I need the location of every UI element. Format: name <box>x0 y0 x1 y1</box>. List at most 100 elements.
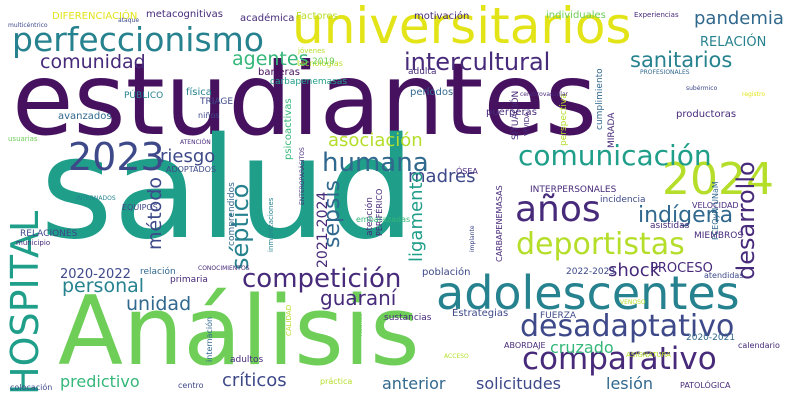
word-venoso: VENOSO <box>620 299 646 306</box>
word-madres: madres <box>408 166 476 187</box>
word-asistidas: asistidas <box>650 221 690 231</box>
word-2023: 2023 <box>68 135 165 179</box>
word-primaria: primaria <box>170 275 208 285</box>
word-incidencia: incidencia <box>600 195 646 205</box>
word-2022-2023: 2022-2023 <box>566 267 616 277</box>
word-atendidas: atendidas <box>704 271 744 280</box>
word-salud: salud <box>40 108 416 271</box>
word-indigena: indígena <box>638 203 734 228</box>
word-patologica: PATOLÓGICA <box>680 381 731 390</box>
word-asociacion: asociación <box>328 130 423 151</box>
word-comparativo: comparativo <box>522 341 717 377</box>
word-2021-2024: 2021-2024 <box>315 191 331 268</box>
word-fisica: física <box>186 87 212 98</box>
word-periodos: períodos <box>410 87 454 98</box>
word-miembros: MIEMBROS <box>694 231 744 241</box>
word-anos: años <box>515 189 601 230</box>
word-calidad: CALIDAD <box>285 304 293 336</box>
word-implante: implante <box>469 225 476 252</box>
word-academica: académica <box>240 13 295 24</box>
word-suberm: subérmico <box>686 85 718 92</box>
word-comunidad: comunidad <box>40 51 146 73</box>
word-publico: PÚBLICO <box>124 91 164 101</box>
word-fceqyn: FCEQyN-UNaM <box>711 181 720 240</box>
word-puerperas: puérperas <box>486 107 537 118</box>
word-pandemia: pandemia <box>694 8 784 29</box>
word-metodo: método <box>144 177 166 250</box>
word-adolescentes: adolescentes <box>436 266 740 320</box>
word-analisis: Análisis <box>58 277 420 387</box>
word-ligamento: ligamento <box>406 171 427 262</box>
word-ataque: ataque <box>118 17 140 24</box>
word-estrategias: Estrategias <box>452 308 509 319</box>
word-centro: centro <box>178 381 204 390</box>
word-embarazadas: embarazadas <box>356 215 411 224</box>
word-sustancias: sustancias <box>384 313 432 323</box>
word-unidad: unidad <box>126 293 192 315</box>
word-motivacion: motivación <box>414 11 470 22</box>
word-vivida: VÍVIDA <box>523 112 531 136</box>
word-interpersonales: INTERPERSONALES <box>530 185 617 195</box>
word-internados: INTERNADOS <box>76 195 116 202</box>
word-proceso: PROCESO <box>650 261 713 276</box>
word-relacion: relación <box>140 267 176 277</box>
word-anterior: anterior <box>382 374 446 393</box>
word-municipio: municipio <box>16 239 51 247</box>
word-asignatura: ASIGNATURA <box>626 351 671 359</box>
word-internacion: internación <box>205 316 214 362</box>
word-perfeccionismo: perfeccionismo <box>12 20 264 59</box>
word-psicoactivas: psicoactivas <box>283 98 294 160</box>
word-cerebrovascular: cerebrovascular <box>520 91 569 98</box>
word-cruzado: cruzado <box>550 338 614 357</box>
word-calendario: calendario <box>738 341 780 350</box>
word-registro: registro <box>742 91 765 98</box>
word-criticos: críticos <box>222 370 287 391</box>
word-adultos: adultos <box>230 355 264 365</box>
word-perspectiva: perspectiva <box>559 93 569 146</box>
word-riesgo: riesgo <box>160 146 216 167</box>
word-metacognitivas: metacognitivas <box>146 9 223 20</box>
word-desadaptativo: desadaptativo <box>520 309 735 344</box>
word-inmunizaciones: inmunizaciones <box>267 197 275 252</box>
word-enteroparasitos: ENTEROPARÁSITOS <box>299 147 306 205</box>
word-2019: 2019 <box>312 57 335 67</box>
word-desarrollo: desarrollo <box>732 161 760 280</box>
word-intercultural: intercultural <box>404 48 551 76</box>
word-carbapenemasas-upper: CARBAPENEMASAS <box>495 185 504 262</box>
word-velocidad: VELOCIDAD <box>692 201 739 210</box>
word-individuales: individuales <box>546 10 606 21</box>
word-adoptados: ADOPTADOS <box>166 165 217 174</box>
word-competicion: competición <box>242 264 402 294</box>
word-guarani: guaraní <box>320 286 397 310</box>
word-equipos: EQUIPOS <box>122 203 158 212</box>
word-ninos: niños <box>198 111 220 120</box>
word-2024: 2024 <box>662 154 774 205</box>
word-agentes: agentes <box>232 48 309 70</box>
word-adultos-cap: Adultos <box>357 313 364 336</box>
word-carbapenemasas: carbapenemasas <box>270 77 348 87</box>
word-conocimientos: CONOCIMIENTOS <box>198 265 250 272</box>
word-cumplimiento: cumplimiento <box>595 68 605 130</box>
word-2020-2021: 2020-2021 <box>686 333 736 343</box>
word-shock: shock <box>608 260 661 281</box>
word-deportistas: deportistas <box>516 227 685 262</box>
word-atencion-upper: ATENCIÓN <box>180 139 211 146</box>
word-factores: Factores <box>296 11 338 22</box>
word-abordaje: ABORDAJE <box>504 341 546 350</box>
word-mirada: MIRADA <box>607 112 617 148</box>
word-relacion-upper: RELACIÓN <box>700 35 767 50</box>
word-profesionales: PROFESIONALES <box>640 69 690 76</box>
word-tecnologias: tecnologías <box>297 59 343 68</box>
word-usuarias: usuarias <box>8 135 38 143</box>
word-colocacion: colocación <box>10 383 53 392</box>
word-personal: personal <box>62 275 145 297</box>
word-avanzados: avanzados <box>58 111 112 122</box>
word-solicitudes: solicitudes <box>476 374 562 393</box>
word-fuerza: FUERZA <box>540 311 577 321</box>
word-sanitarios: sanitarios <box>630 48 733 72</box>
word-relaciones: RELACIONES <box>20 229 78 239</box>
word-comprendidos: comprendidos <box>227 182 237 246</box>
word-practica: práctica <box>320 377 353 386</box>
word-predictivo: predictivo <box>60 372 140 391</box>
